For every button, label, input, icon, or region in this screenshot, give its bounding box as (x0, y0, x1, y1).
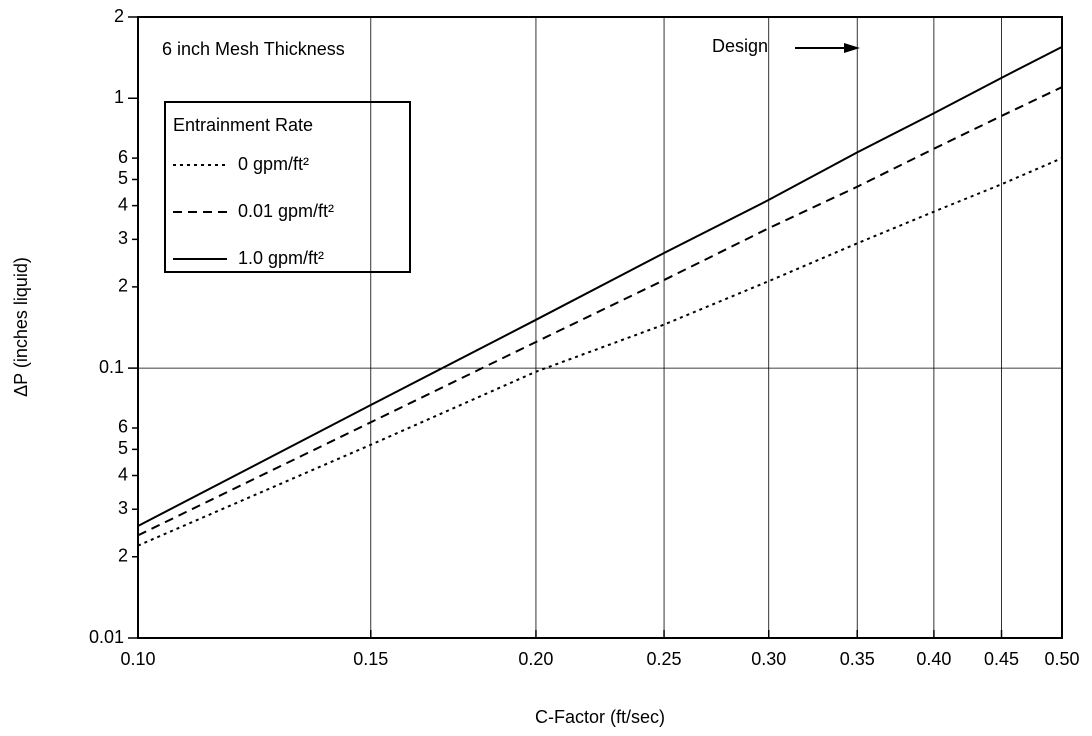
y-tick-label: 0.1 (99, 357, 124, 377)
data-line (137, 86, 1063, 537)
y-tick-label: 2 (114, 6, 124, 26)
x-tick-label: 0.50 (1044, 649, 1079, 669)
chart-title: 6 inch Mesh Thickness (162, 39, 345, 59)
y-tick-label: 0.01 (89, 627, 124, 647)
data-line (137, 45, 1063, 527)
legend-label: 1.0 gpm/ft² (238, 248, 324, 268)
legend-label: 0 gpm/ft² (238, 154, 309, 174)
x-tick-label: 0.40 (916, 649, 951, 669)
legend-label: 0.01 gpm/ft² (238, 201, 334, 221)
plot-frame (137, 16, 1063, 639)
x-tick-label: 0.25 (647, 649, 682, 669)
y-axis-label: ΔP (inches liquid) (11, 257, 31, 397)
y-tick-label: 5 (118, 168, 128, 188)
x-tick-label: 0.15 (353, 649, 388, 669)
x-tick-label: 0.45 (984, 649, 1019, 669)
y-tick-label: 6 (118, 417, 128, 437)
y-tick-label: 2 (118, 546, 128, 566)
y-tick-label: 4 (118, 194, 128, 214)
y-tick-label: 3 (118, 498, 128, 518)
annotation: Design (712, 36, 768, 56)
x-tick-label: 0.10 (120, 649, 155, 669)
x-axis-label: C-Factor (ft/sec) (535, 707, 665, 727)
legend-title: Entrainment Rate (173, 115, 313, 135)
annotation-arrowhead (844, 43, 860, 53)
y-tick-label: 2 (118, 276, 128, 296)
y-tick-label: 3 (118, 228, 128, 248)
y-tick-label: 5 (118, 438, 128, 458)
data-line (137, 157, 1063, 547)
x-tick-label: 0.30 (751, 649, 786, 669)
legend-box (164, 101, 411, 273)
x-tick-label: 0.35 (840, 649, 875, 669)
x-tick-label: 0.20 (518, 649, 553, 669)
y-tick-label: 6 (118, 147, 128, 167)
y-tick-label: 1 (114, 87, 124, 107)
y-tick-label: 4 (118, 464, 128, 484)
